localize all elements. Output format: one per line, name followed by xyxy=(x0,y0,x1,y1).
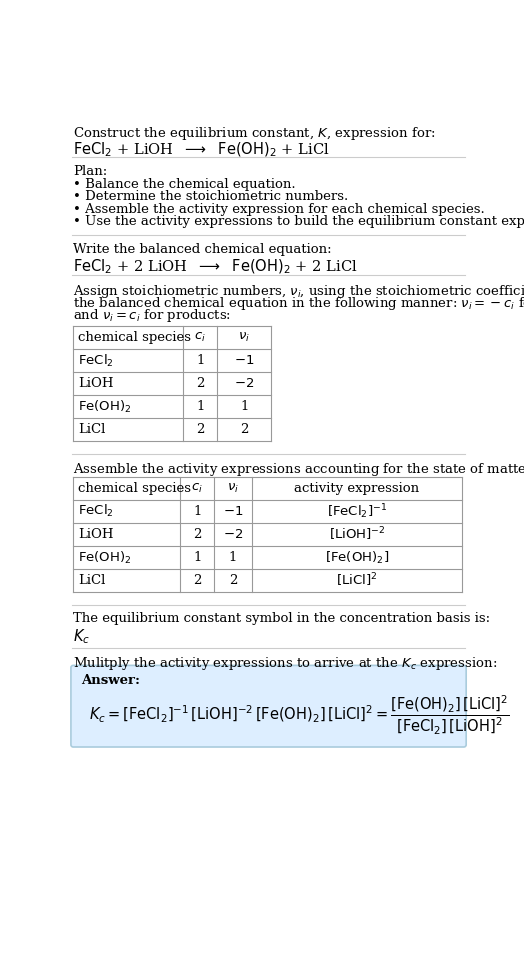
Text: $\nu_i$: $\nu_i$ xyxy=(238,331,250,344)
Text: 1: 1 xyxy=(228,551,237,564)
Text: • Balance the chemical equation.: • Balance the chemical equation. xyxy=(73,178,296,191)
Text: $[\mathrm{LiCl}]^2$: $[\mathrm{LiCl}]^2$ xyxy=(336,572,378,590)
Text: $-2$: $-2$ xyxy=(234,377,254,390)
Text: The equilibrium constant symbol in the concentration basis is:: The equilibrium constant symbol in the c… xyxy=(73,612,490,625)
Text: • Assemble the activity expression for each chemical species.: • Assemble the activity expression for e… xyxy=(73,203,485,215)
Text: Mulitply the activity expressions to arrive at the $K_c$ expression:: Mulitply the activity expressions to arr… xyxy=(73,656,497,673)
Text: Plan:: Plan: xyxy=(73,165,107,178)
Text: 1: 1 xyxy=(196,400,204,413)
Text: 2: 2 xyxy=(196,377,204,390)
Text: 1: 1 xyxy=(193,505,201,518)
Text: $[\mathrm{FeCl_2}]^{-1}$: $[\mathrm{FeCl_2}]^{-1}$ xyxy=(327,502,387,521)
Text: • Determine the stoichiometric numbers.: • Determine the stoichiometric numbers. xyxy=(73,190,348,203)
Text: chemical species: chemical species xyxy=(78,331,191,344)
Text: $\mathrm{FeCl_2}$ + 2 LiOH  $\longrightarrow$  $\mathrm{Fe(OH)_2}$ + 2 LiCl: $\mathrm{FeCl_2}$ + 2 LiOH $\longrightar… xyxy=(73,258,358,277)
Text: $-2$: $-2$ xyxy=(223,528,243,541)
Text: LiCl: LiCl xyxy=(78,423,105,436)
Text: 2: 2 xyxy=(196,423,204,436)
Text: $\nu_i$: $\nu_i$ xyxy=(227,481,239,495)
Text: LiOH: LiOH xyxy=(78,377,113,390)
Text: 2: 2 xyxy=(193,528,201,541)
Text: $\mathrm{FeCl_2}$: $\mathrm{FeCl_2}$ xyxy=(78,503,114,520)
Text: 1: 1 xyxy=(240,400,248,413)
Text: $c_i$: $c_i$ xyxy=(194,331,206,344)
Text: $[\mathrm{LiOH}]^{-2}$: $[\mathrm{LiOH}]^{-2}$ xyxy=(329,525,385,544)
Text: activity expression: activity expression xyxy=(294,481,420,495)
Text: Assign stoichiometric numbers, $\nu_i$, using the stoichiometric coefficients, $: Assign stoichiometric numbers, $\nu_i$, … xyxy=(73,282,524,300)
Text: 2: 2 xyxy=(193,574,201,588)
Text: the balanced chemical equation in the following manner: $\nu_i = -c_i$ for react: the balanced chemical equation in the fo… xyxy=(73,295,524,312)
Text: • Use the activity expressions to build the equilibrium constant expression.: • Use the activity expressions to build … xyxy=(73,215,524,228)
Text: Assemble the activity expressions accounting for the state of matter and $\nu_i$: Assemble the activity expressions accoun… xyxy=(73,461,524,478)
Text: Write the balanced chemical equation:: Write the balanced chemical equation: xyxy=(73,243,332,256)
Text: $-1$: $-1$ xyxy=(223,505,243,518)
Text: and $\nu_i = c_i$ for products:: and $\nu_i = c_i$ for products: xyxy=(73,307,231,324)
Text: $K_c = [\mathrm{FeCl_2}]^{-1}\,[\mathrm{LiOH}]^{-2}\,[\mathrm{Fe(OH)_2}]\,[\math: $K_c = [\mathrm{FeCl_2}]^{-1}\,[\mathrm{… xyxy=(89,694,509,737)
Text: Construct the equilibrium constant, $K$, expression for:: Construct the equilibrium constant, $K$,… xyxy=(73,124,436,142)
Text: Answer:: Answer: xyxy=(81,674,140,687)
Text: $[\mathrm{Fe(OH)_2}]$: $[\mathrm{Fe(OH)_2}]$ xyxy=(325,549,389,566)
Text: 1: 1 xyxy=(193,551,201,564)
Text: $\mathrm{FeCl_2}$ + LiOH  $\longrightarrow$  $\mathrm{Fe(OH)_2}$ + LiCl: $\mathrm{FeCl_2}$ + LiOH $\longrightarro… xyxy=(73,141,330,159)
Text: $-1$: $-1$ xyxy=(234,354,254,367)
Text: $\mathrm{Fe(OH)_2}$: $\mathrm{Fe(OH)_2}$ xyxy=(78,549,132,566)
Text: $K_c$: $K_c$ xyxy=(73,628,90,646)
Text: chemical species: chemical species xyxy=(78,481,191,495)
Text: 1: 1 xyxy=(196,354,204,367)
Text: 2: 2 xyxy=(240,423,248,436)
Text: 2: 2 xyxy=(228,574,237,588)
Text: $\mathrm{FeCl_2}$: $\mathrm{FeCl_2}$ xyxy=(78,352,114,368)
Text: LiOH: LiOH xyxy=(78,528,113,541)
FancyBboxPatch shape xyxy=(71,665,466,747)
Text: $c_i$: $c_i$ xyxy=(191,481,203,495)
Text: LiCl: LiCl xyxy=(78,574,105,588)
Text: $\mathrm{Fe(OH)_2}$: $\mathrm{Fe(OH)_2}$ xyxy=(78,399,132,414)
